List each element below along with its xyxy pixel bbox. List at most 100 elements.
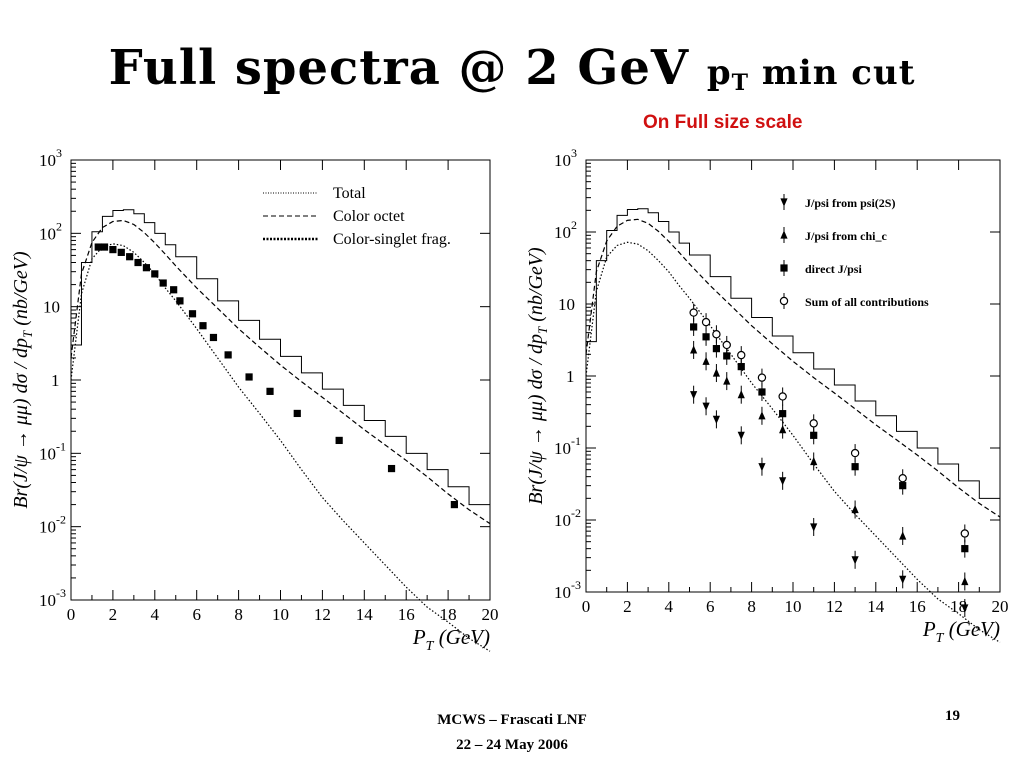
x-tick-label: 2 <box>623 597 632 616</box>
point-data <box>199 322 207 330</box>
point-j-psi-from-psi-2s- <box>690 385 698 404</box>
chart-left: 0 2 4 6 8 10 12 14 16 18 20 10-3 10-2 10-1 1 10 102 103 PT… <box>10 146 499 654</box>
x-tick-label: 12 <box>314 605 331 624</box>
x-tick-label: 10 <box>272 605 289 624</box>
point-data <box>126 253 134 261</box>
x-tick-label: 0 <box>582 597 591 616</box>
x-tick-label: 20 <box>482 605 499 624</box>
point-sum-of-all-contributions <box>778 387 787 406</box>
x-axis-label: PT (GeV) <box>412 625 490 654</box>
point-sum-of-all-contributions <box>689 303 698 322</box>
x-tick-label: 2 <box>109 605 118 624</box>
point-j-psi-from-chi-c <box>712 364 721 383</box>
series-color-octet <box>70 219 491 525</box>
subtitle: On Full size scale <box>643 112 803 133</box>
footer: MCWS – Frascati LNF 22 – 24 May 2006 <box>0 708 1024 758</box>
point-j-psi-from-chi-c <box>723 372 731 391</box>
point-j-psi-from-psi-2s- <box>702 397 710 416</box>
x-tick-label: 8 <box>234 605 243 624</box>
legend-marker <box>780 194 788 210</box>
point-data <box>117 248 125 256</box>
x-tick-label: 10 <box>785 597 802 616</box>
legend-label: Color-singlet frag. <box>333 231 451 248</box>
y-tick-label: 10-3 <box>554 578 581 602</box>
x-tick-label: 4 <box>665 597 674 616</box>
point-data <box>450 500 458 509</box>
y-tick-label: 1 <box>51 371 60 390</box>
point-j-psi-from-chi-c <box>810 452 818 471</box>
point-data <box>159 279 167 287</box>
point-data <box>100 243 109 251</box>
point-data <box>188 310 197 318</box>
point-j-psi-from-psi-2s- <box>851 550 859 569</box>
point-j-psi-from-chi-c <box>851 500 859 519</box>
point-j-psi-from-psi-2s- <box>737 426 745 445</box>
legend-label: direct J/psi <box>805 262 862 276</box>
point-sum-of-all-contributions <box>737 346 746 365</box>
x-axis-label: PT (GeV) <box>922 617 1000 646</box>
y-tick-label: 103 <box>39 146 62 170</box>
point-j-psi-from-chi-c <box>961 572 969 591</box>
series-color-singlet-frag- <box>70 243 491 652</box>
series-total <box>585 208 1001 592</box>
point-j-psi-from-chi-c <box>702 352 710 371</box>
point-sum-of-all-contributions <box>757 368 767 387</box>
x-tick-label: 20 <box>992 597 1009 616</box>
y-axis-label: Br(J/ψ → μμ) dσ / dpT (nb/GeV) <box>525 247 550 505</box>
legend-marker <box>780 227 788 243</box>
point-data <box>245 373 253 381</box>
point-sum-of-all-contributions <box>722 335 731 354</box>
y-tick-label: 102 <box>554 218 577 242</box>
y-tick-label: 10 <box>558 295 575 314</box>
y-tick-label: 10-2 <box>39 513 66 537</box>
point-j-psi-from-psi-2s- <box>810 517 818 536</box>
point-data <box>176 297 184 305</box>
point-j-psi-from-psi-2s- <box>899 570 907 589</box>
x-tick-label: 14 <box>867 597 885 616</box>
x-tick-label: 4 <box>151 605 160 624</box>
point-j-psi-from-psi-2s- <box>779 471 787 490</box>
point-data <box>266 387 274 395</box>
footer-date: 22 – 24 May 2006 <box>456 737 568 753</box>
point-data <box>142 264 151 272</box>
series-total <box>70 209 491 600</box>
x-tick-label: 16 <box>909 597 926 616</box>
point-direct-j-psi <box>779 404 787 423</box>
point-j-psi-from-chi-c <box>690 340 698 359</box>
point-data <box>170 286 178 294</box>
point-data <box>224 351 232 359</box>
point-sum-of-all-contributions <box>701 313 711 332</box>
y-tick-label: 10-3 <box>39 586 66 610</box>
legend-label: Sum of all contributions <box>805 295 929 309</box>
point-sum-of-all-contributions <box>898 469 907 488</box>
legend-label: Total <box>333 185 366 202</box>
point-j-psi-from-chi-c <box>779 420 787 439</box>
footer-event: MCWS – Frascati LNF <box>437 712 587 728</box>
point-j-psi-from-chi-c <box>737 385 745 404</box>
y-tick-label: 1 <box>566 367 575 386</box>
x-tick-label: 14 <box>356 605 374 624</box>
y-tick-label: 102 <box>39 219 62 243</box>
point-data <box>209 333 218 342</box>
x-tick-label: 12 <box>826 597 843 616</box>
x-tick-label: 16 <box>398 605 415 624</box>
point-j-psi-from-psi-2s- <box>758 457 766 476</box>
x-tick-label: 8 <box>747 597 756 616</box>
point-j-psi-from-chi-c <box>899 526 907 545</box>
y-axis-label: Br(J/ψ → μμ) dσ / dpT (nb/GeV) <box>10 251 35 509</box>
legend-label: Color octet <box>333 208 405 225</box>
point-data <box>293 409 301 418</box>
point-j-psi-from-psi-2s- <box>712 410 721 429</box>
legend-marker <box>780 260 788 276</box>
point-data <box>134 258 142 267</box>
point-data <box>94 243 102 251</box>
point-sum-of-all-contributions <box>712 325 721 344</box>
y-tick-label: 10-1 <box>39 439 66 463</box>
y-tick-label: 10-2 <box>554 506 581 530</box>
point-data <box>151 270 159 278</box>
point-data <box>109 246 117 254</box>
point-sum-of-all-contributions <box>809 414 818 433</box>
y-tick-label: 10-1 <box>554 434 581 458</box>
legend-label: J/psi from psi(2S) <box>805 196 895 210</box>
point-data <box>387 464 396 473</box>
